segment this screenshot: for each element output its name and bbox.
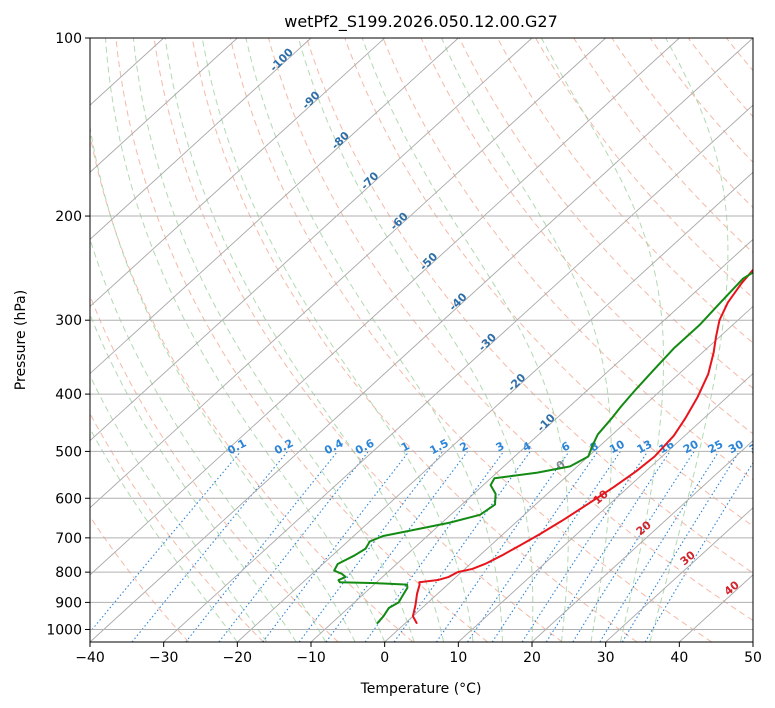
dewpoint-trace bbox=[333, 271, 753, 624]
isotherm-line bbox=[90, 38, 459, 375]
x-tick-label: 10 bbox=[449, 650, 467, 666]
moist-adiabat-line bbox=[90, 374, 268, 642]
moist-adiabat-line bbox=[245, 38, 504, 642]
isotherm-line bbox=[752, 641, 753, 642]
moist-adiabat-line bbox=[164, 38, 445, 642]
pressure-gridlines bbox=[90, 38, 753, 630]
mixing-ratio-line bbox=[521, 451, 649, 642]
mixing-ratio-line bbox=[90, 451, 242, 633]
mixing-ratio-line bbox=[185, 451, 338, 642]
moist-adiabat-line bbox=[540, 38, 665, 642]
isotherm-line bbox=[90, 38, 312, 240]
moist-adiabat-line bbox=[90, 427, 238, 642]
isotherm-line bbox=[90, 38, 385, 308]
mixing-ratio-line bbox=[131, 451, 289, 642]
mixing-ratio-line bbox=[599, 451, 720, 642]
mixing-ratio-line bbox=[298, 451, 444, 642]
moist-adiabat-line bbox=[649, 38, 729, 642]
isotherm-line bbox=[531, 440, 753, 642]
mixing-ratio-line bbox=[467, 451, 599, 642]
y-tick-label: 300 bbox=[55, 313, 82, 329]
mixing-ratio-line bbox=[262, 451, 410, 642]
isotherm-line bbox=[90, 38, 238, 173]
moist-adiabat-line bbox=[90, 237, 327, 642]
isotherm-line bbox=[458, 372, 753, 642]
mixing-ratio-line bbox=[621, 451, 740, 642]
x-tick-label: −20 bbox=[223, 650, 253, 666]
chart-title: wetPf2_S199.2026.050.12.00.G27 bbox=[284, 12, 558, 32]
mixing-ratio-label: 13 bbox=[635, 438, 655, 457]
x-tick-label: 0 bbox=[380, 650, 389, 666]
x-axis: −40 −30 −20 −10 0 10 20 30 40 50 bbox=[75, 642, 762, 666]
dry-adiabat-line bbox=[535, 38, 753, 299]
moist-adiabat-line bbox=[201, 38, 474, 642]
moist-adiabat-line bbox=[361, 38, 569, 642]
y-tick-label: 1000 bbox=[46, 622, 82, 638]
mixing-ratio-line bbox=[435, 451, 570, 642]
mixing-ratio-line bbox=[325, 451, 468, 642]
y-tick-label: 100 bbox=[55, 31, 82, 47]
mixing-ratio-label: 25 bbox=[706, 438, 726, 457]
x-tick-label: 50 bbox=[744, 650, 762, 666]
y-tick-label: 700 bbox=[55, 531, 82, 547]
moist-adiabat-line bbox=[441, 38, 612, 642]
x-tick-label: 40 bbox=[670, 650, 688, 666]
dry-adiabat-line bbox=[268, 38, 753, 622]
mixing-ratio-label: 20 bbox=[681, 437, 701, 456]
dry-adiabat-line bbox=[229, 38, 712, 642]
temperature-trace bbox=[411, 268, 753, 624]
mixing-ratio-label: 36 bbox=[747, 437, 767, 456]
mixing-ratio-label: 16 bbox=[657, 437, 677, 456]
isotherm-line bbox=[90, 38, 606, 509]
isotherm-line bbox=[90, 38, 533, 442]
y-tick-label: 800 bbox=[55, 565, 82, 581]
isotherm-line bbox=[90, 38, 680, 576]
plot-frame bbox=[89, 37, 754, 643]
isotherm-line bbox=[310, 238, 753, 642]
moist-adiabat-line bbox=[104, 38, 386, 642]
y-tick-label: 400 bbox=[55, 387, 82, 403]
y-axis-label: Pressure (hPa) bbox=[13, 290, 29, 390]
y-tick-label: 200 bbox=[55, 209, 82, 225]
isotherm-line bbox=[90, 38, 753, 642]
x-tick-label: −10 bbox=[296, 650, 326, 666]
dry-adiabat-line bbox=[115, 38, 488, 642]
mixing-ratio-line bbox=[491, 451, 621, 642]
dry-adiabat-line bbox=[191, 38, 638, 642]
x-axis-label: Temperature (°C) bbox=[360, 681, 482, 697]
dry-adiabat-line bbox=[153, 38, 563, 642]
x-tick-label: 30 bbox=[597, 650, 615, 666]
x-tick-label: 20 bbox=[523, 650, 541, 666]
y-tick-label: 600 bbox=[55, 491, 82, 507]
x-tick-label: −30 bbox=[149, 650, 179, 666]
isotherm-line bbox=[163, 104, 753, 642]
dry-adiabat-line bbox=[765, 38, 775, 642]
mixing-ratio-label: 30 bbox=[726, 437, 746, 456]
mixing-ratio-label: 10 bbox=[607, 437, 627, 456]
dry-adiabat-line bbox=[90, 132, 414, 642]
dry-adiabat-line bbox=[306, 38, 753, 574]
skewed-isotherms bbox=[90, 38, 753, 642]
isotherm-line bbox=[237, 171, 753, 642]
y-axis: 1000 900 800 700 600 500 400 300 200 100 bbox=[46, 31, 90, 638]
y-tick-label: 500 bbox=[55, 444, 82, 460]
moist-adiabat-line bbox=[297, 38, 534, 642]
dry-adiabat-line bbox=[90, 515, 190, 642]
mixing-ratio-line bbox=[545, 451, 671, 642]
x-tick-label: −40 bbox=[75, 650, 105, 666]
y-tick-label: 900 bbox=[55, 595, 82, 611]
moist-adiabat-line bbox=[90, 313, 297, 642]
moist-adiabat-line bbox=[90, 124, 356, 642]
sounding-traces bbox=[333, 268, 753, 624]
dry-adiabat-line bbox=[90, 412, 264, 642]
isotherm-line bbox=[605, 507, 753, 642]
